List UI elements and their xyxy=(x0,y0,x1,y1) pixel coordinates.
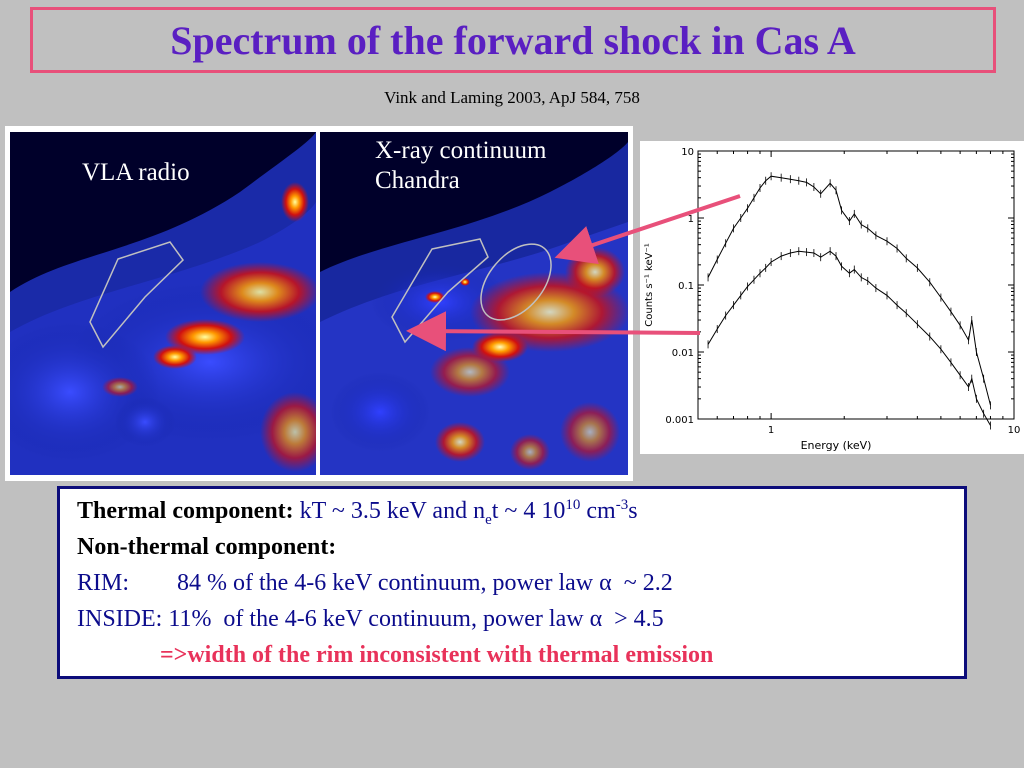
thermal-label: Thermal component: xyxy=(77,498,294,524)
rim-region-outline xyxy=(89,241,184,349)
y-axis-label: Counts s⁻¹ keV⁻¹ xyxy=(644,243,655,326)
y-tick-label: 10 xyxy=(681,147,694,158)
x-tick-label: 10 xyxy=(1008,425,1021,436)
summary-box: Thermal component: kT ~ 3.5 keV and net … xyxy=(57,486,967,679)
xray-label-line2: Chandra xyxy=(375,167,460,194)
x-tick-label: 1 xyxy=(768,425,774,436)
rim-region-outline xyxy=(391,238,489,344)
xray-chandra-image: X-ray continuum Chandra xyxy=(320,132,628,475)
vla-radio-label: VLA radio xyxy=(82,159,190,186)
inside-text: 11% of the 4-6 keV continuum, power law … xyxy=(168,606,664,632)
slide-title: Spectrum of the forward shock in Cas A xyxy=(170,17,856,63)
rim-text: 84 % of the 4-6 keV continuum, power law… xyxy=(177,570,673,596)
vla-radio-image: VLA radio xyxy=(10,132,316,475)
title-box: Spectrum of the forward shock in Cas A xyxy=(30,7,996,73)
rim-label: RIM: xyxy=(77,570,130,596)
rim-line: RIM: 84 % of the 4-6 keV continuum, power… xyxy=(77,565,964,601)
citation: Vink and Laming 2003, ApJ 584, 758 xyxy=(384,88,640,107)
spectrum-svg: 10 1 0.1 0.01 0.001 1 10 Energy (keV) Counts s⁻¹… xyxy=(644,147,1021,452)
inside-line: INSIDE: 11% of the 4-6 keV continuum, po… xyxy=(77,601,964,637)
thermal-line: Thermal component: kT ~ 3.5 keV and net … xyxy=(77,493,964,529)
y-tick-label: 0.01 xyxy=(672,348,694,359)
inside-region-outline xyxy=(480,243,552,321)
inside-label: INSIDE: xyxy=(77,606,163,632)
arrow-to-rim-region xyxy=(406,311,701,352)
image-panels: VLA radio xyxy=(5,126,633,481)
vla-radio-map xyxy=(10,132,316,475)
y-tick-label: 0.001 xyxy=(665,415,694,426)
xray-label-line1: X-ray continuum xyxy=(375,137,547,164)
x-axis-label: Energy (keV) xyxy=(801,439,872,452)
nonthermal-label: Non-thermal component: xyxy=(77,534,337,560)
spectrum-chart: 10 1 0.1 0.01 0.001 1 10 Energy (keV) Counts s⁻¹… xyxy=(640,141,1024,454)
arrow-to-inside-region xyxy=(554,194,741,265)
xray-continuum-map xyxy=(320,132,628,475)
y-tick-label: 1 xyxy=(688,214,694,225)
conclusion-text: =>width of the rim inconsistent with the… xyxy=(160,642,714,668)
y-tick-label: 0.1 xyxy=(678,281,694,292)
thermal-value: kT ~ 3.5 keV and net ~ 4 1010 cm-3s xyxy=(299,497,638,528)
